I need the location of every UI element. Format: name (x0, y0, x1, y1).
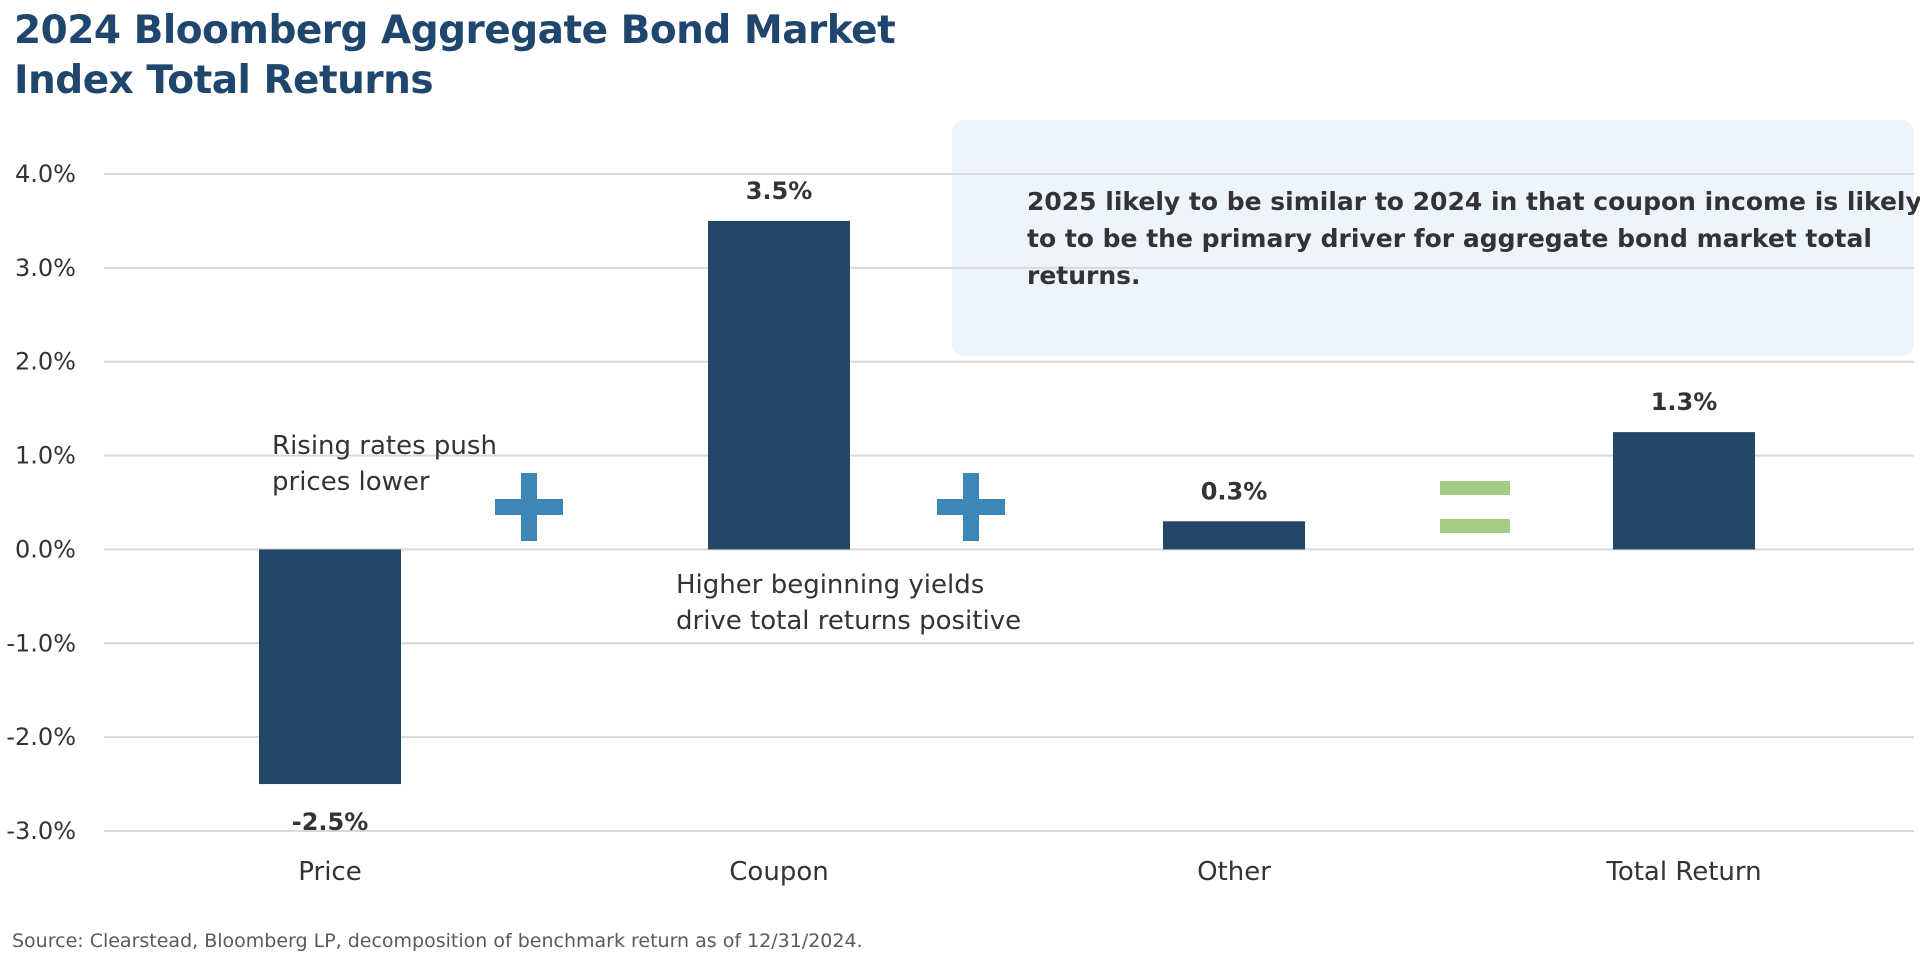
callout-text-line-2: to to be the primary driver for aggregat… (1027, 224, 1872, 253)
data-label: 3.5% (746, 177, 813, 205)
bar-total-return (1613, 432, 1755, 550)
y-tick-label: 2.0% (15, 348, 76, 376)
x-tick-label: Price (298, 857, 361, 887)
chart-title: 2024 Bloomberg Aggregate Bond Market Ind… (14, 6, 896, 106)
source-note: Source: Clearstead, Bloomberg LP, decomp… (12, 930, 863, 952)
callout-text-line-1: 2025 likely to be similar to 2024 in tha… (1027, 187, 1920, 216)
bar-price (259, 549, 401, 785)
coupon-annotation-line-1: Higher beginning yields (676, 570, 984, 600)
y-tick-label: 1.0% (15, 442, 76, 470)
y-tick-label: -2.0% (6, 723, 76, 751)
y-tick-label: 4.0% (15, 160, 76, 188)
callout-box (952, 120, 1914, 356)
data-label: 1.3% (1651, 388, 1718, 416)
chart-title-line-2: Index Total Returns (14, 58, 434, 103)
bar-coupon (708, 220, 850, 550)
plus-icon (937, 473, 1005, 541)
price-annotation-line-1: Rising rates push (272, 431, 497, 461)
coupon-annotation-line-2: drive total returns positive (676, 606, 1021, 636)
callout-text-line-3: returns. (1027, 261, 1141, 290)
data-label: -2.5% (292, 808, 369, 836)
price-annotation-line-2: prices lower (272, 467, 430, 497)
data-label: 0.3% (1201, 477, 1268, 505)
equals-icon (1440, 481, 1510, 533)
y-tick-label: -1.0% (6, 629, 76, 657)
x-tick-label: Other (1197, 857, 1271, 887)
y-tick-label: 0.0% (15, 535, 76, 563)
y-tick-label: 3.0% (15, 254, 76, 282)
bar-other (1163, 521, 1305, 550)
plus-icon (495, 473, 563, 541)
chart-title-line-1: 2024 Bloomberg Aggregate Bond Market (14, 8, 896, 53)
x-tick-label: Coupon (729, 857, 828, 887)
y-tick-label: -3.0% (6, 817, 76, 845)
x-tick-label: Total Return (1605, 857, 1761, 887)
